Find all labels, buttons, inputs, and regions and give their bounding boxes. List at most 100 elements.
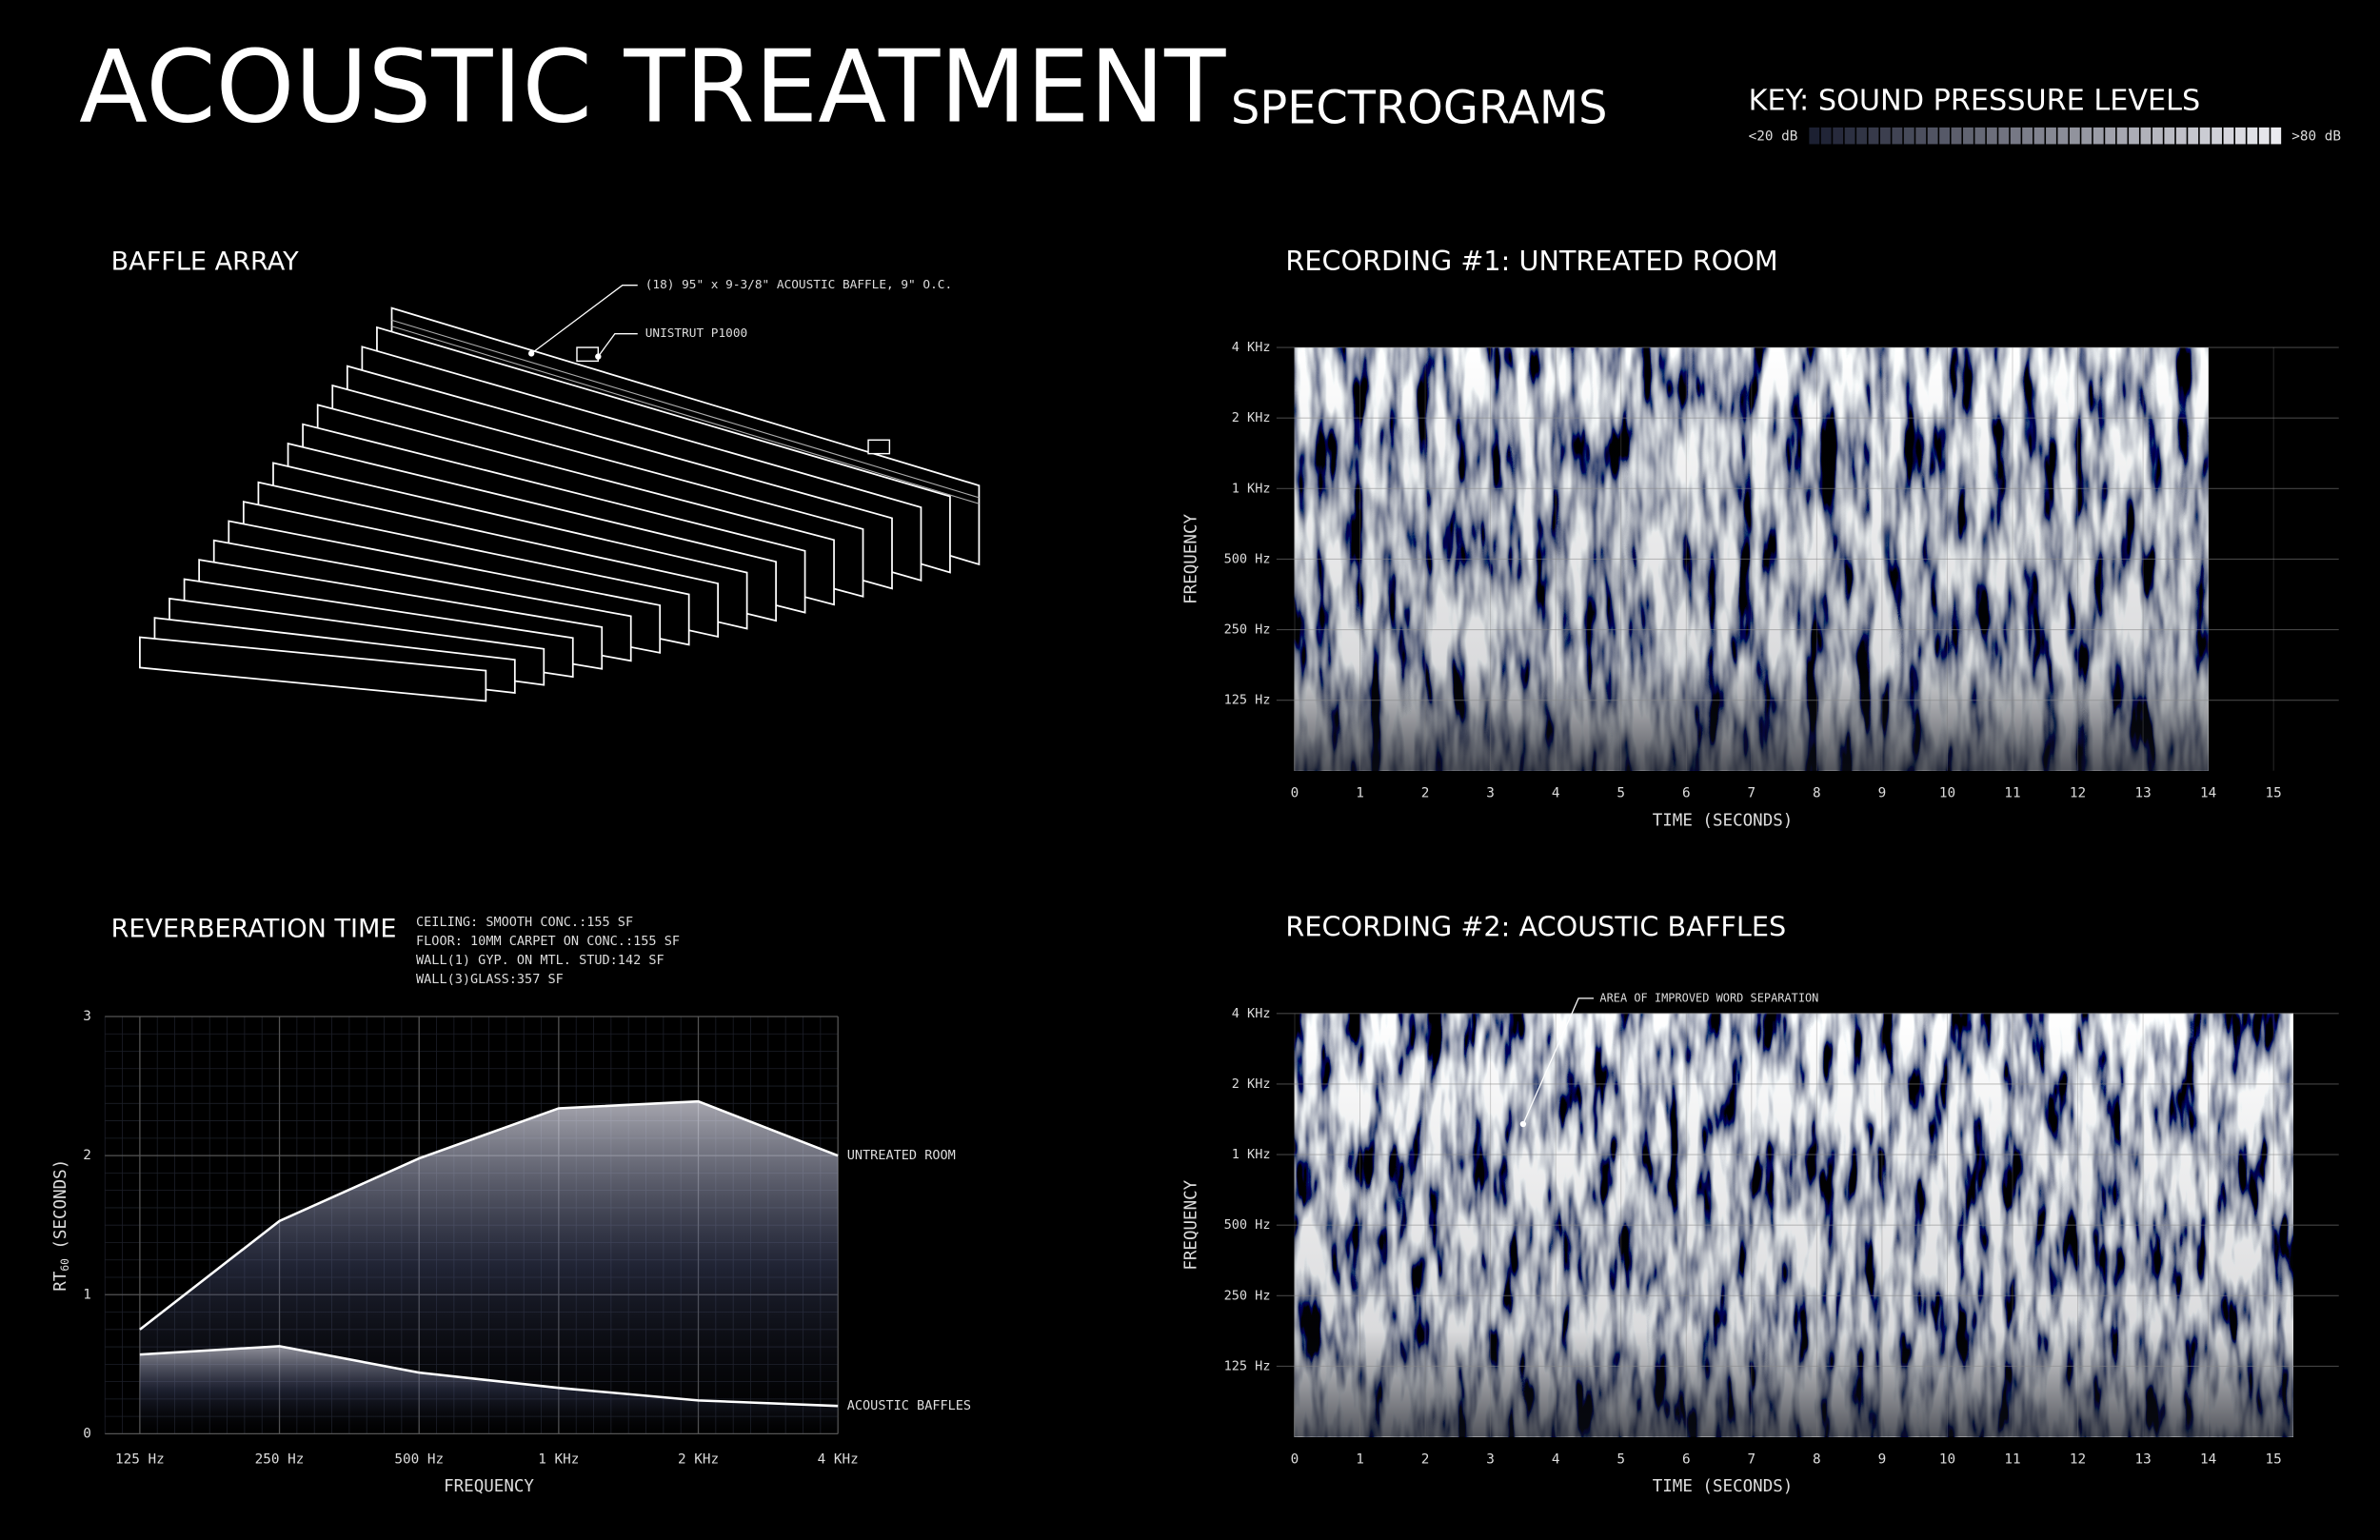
y-axis-label: RT60 (SECONDS) [51,1159,71,1292]
y-tick-label: 1 [83,1287,91,1302]
key-title: KEY: SOUND PRESSURE LEVELS [1749,84,2201,117]
key-swatch [2152,127,2163,145]
key-swatch [1974,127,1986,145]
callout-text: UNISTRUT P1000 [645,326,747,341]
key-max-label: >80 dB [2291,128,2341,144]
y-axis-label-sub: 60 [59,1258,71,1271]
strut-bracket [867,439,891,455]
x-tick-label: 6 [1682,1452,1691,1468]
key-swatch [2022,127,2033,145]
key-swatch [1963,127,1973,145]
key-swatch [1939,127,1951,145]
x-tick-label: 8 [1813,786,1821,801]
x-tick-label: 8 [1813,1452,1821,1468]
x-tick-label: 11 [2004,786,2020,801]
page-title: ACOUSTIC TREATMENT [79,29,1226,146]
key-swatch [2223,127,2234,145]
key-swatch [2057,127,2069,145]
y-tick-label: 250 Hz [1224,1288,1271,1303]
annotation-line [1522,997,1595,1125]
callout-line [530,285,638,354]
baffle [139,636,487,702]
y-axis-label-suffix: (SECONDS) [51,1159,70,1250]
y-tick-label: 0 [83,1426,91,1441]
x-tick-label: 3 [1486,1452,1495,1468]
chart-title: REVERBERATION TIME [111,915,397,944]
chart-note: FLOOR: 10MM CARPET ON CONC.:155 SF [416,934,680,949]
x-tick-label: 10 [1939,786,1955,801]
key-swatch [1833,127,1844,145]
chart-title: RECORDING #1: UNTREATED ROOM [1285,245,1777,277]
key-swatch [2092,127,2104,145]
x-tick-label: 9 [1878,786,1887,801]
key-swatch [2211,127,2222,145]
y-tick-label: 1 KHz [1232,1147,1271,1162]
callouts: (18) 95" x 9-3/8" ACOUSTIC BAFFLE, 9" O.… [527,278,952,360]
series-line [139,1099,839,1331]
baffle-drawing [139,306,981,702]
y-tick-label: 1 KHz [1232,481,1271,496]
x-tick-label: 15 [2266,1452,2282,1468]
strut [391,326,980,504]
x-tick-label: 4 [1552,1452,1560,1468]
chart-note: WALL(1) GYP. ON MTL. STUD:142 SF [416,953,664,968]
x-tick-label: 250 Hz [255,1452,305,1468]
series-line [139,1345,839,1408]
key-swatch [2010,127,2021,145]
y-tick-label: 3 [83,1009,91,1024]
key-swatch [1986,127,1997,145]
key-swatch [1998,127,2010,145]
x-axis-label: TIME (SECONDS) [1653,1477,1794,1496]
key-swatch [2140,127,2152,145]
x-tick-label: 2 [1421,786,1430,801]
x-tick-label: 1 [1356,786,1364,801]
x-tick-label: 5 [1616,1452,1625,1468]
x-tick-label: 15 [2266,786,2282,801]
callout-line [597,333,638,357]
y-tick-label: 2 KHz [1232,410,1271,425]
x-tick-label: 14 [2200,786,2216,801]
chart-note: WALL(3)GLASS:357 SF [416,972,564,987]
callout-dot [595,353,602,360]
y-tick-label: 250 Hz [1224,622,1271,638]
x-tick-label: 12 [2070,1452,2086,1468]
key-swatch [1903,127,1914,145]
key-swatch [2188,127,2199,145]
x-tick-label: 7 [1747,1452,1755,1468]
y-axis-label-main: RT [51,1271,70,1292]
baffle-title: BAFFLE ARRAY [111,247,300,276]
x-tick-label: 12 [2070,786,2086,801]
section-title: SPECTROGRAMS [1231,82,1607,134]
x-tick-label: 13 [2134,1452,2151,1468]
chart-note: CEILING: SMOOTH CONC.:155 SF [416,915,633,930]
x-axis-label: TIME (SECONDS) [1653,811,1794,830]
key-min-label: <20 dB [1749,128,1798,144]
key-swatch [2271,127,2282,145]
key-swatch [2081,127,2092,145]
x-tick-label: 11 [2004,1452,2020,1468]
series-label: UNTREATED ROOM [847,1148,956,1163]
x-tick-label: 7 [1747,786,1755,801]
strut [391,319,980,499]
key-swatch [2258,127,2270,145]
x-tick-label: 500 Hz [394,1452,444,1468]
key-swatch [2199,127,2211,145]
key-swatch [1844,127,1855,145]
key-swatch [2247,127,2258,145]
key-swatch [2129,127,2139,145]
callout-dot [527,350,535,357]
key-swatch [1820,127,1832,145]
key-swatch [2033,127,2045,145]
key-swatch [1892,127,1903,145]
x-tick-label: 13 [2134,786,2151,801]
y-tick-label: 2 [83,1148,91,1163]
key-swatch [2116,127,2128,145]
annotation-text: AREA OF IMPROVED WORD SEPARATION [1599,991,1818,1004]
area-shade [139,1346,839,1434]
x-tick-label: 4 KHz [818,1452,859,1468]
x-tick-label: 0 [1291,786,1299,801]
key-swatch [2046,127,2056,145]
area-shade [139,1101,839,1434]
